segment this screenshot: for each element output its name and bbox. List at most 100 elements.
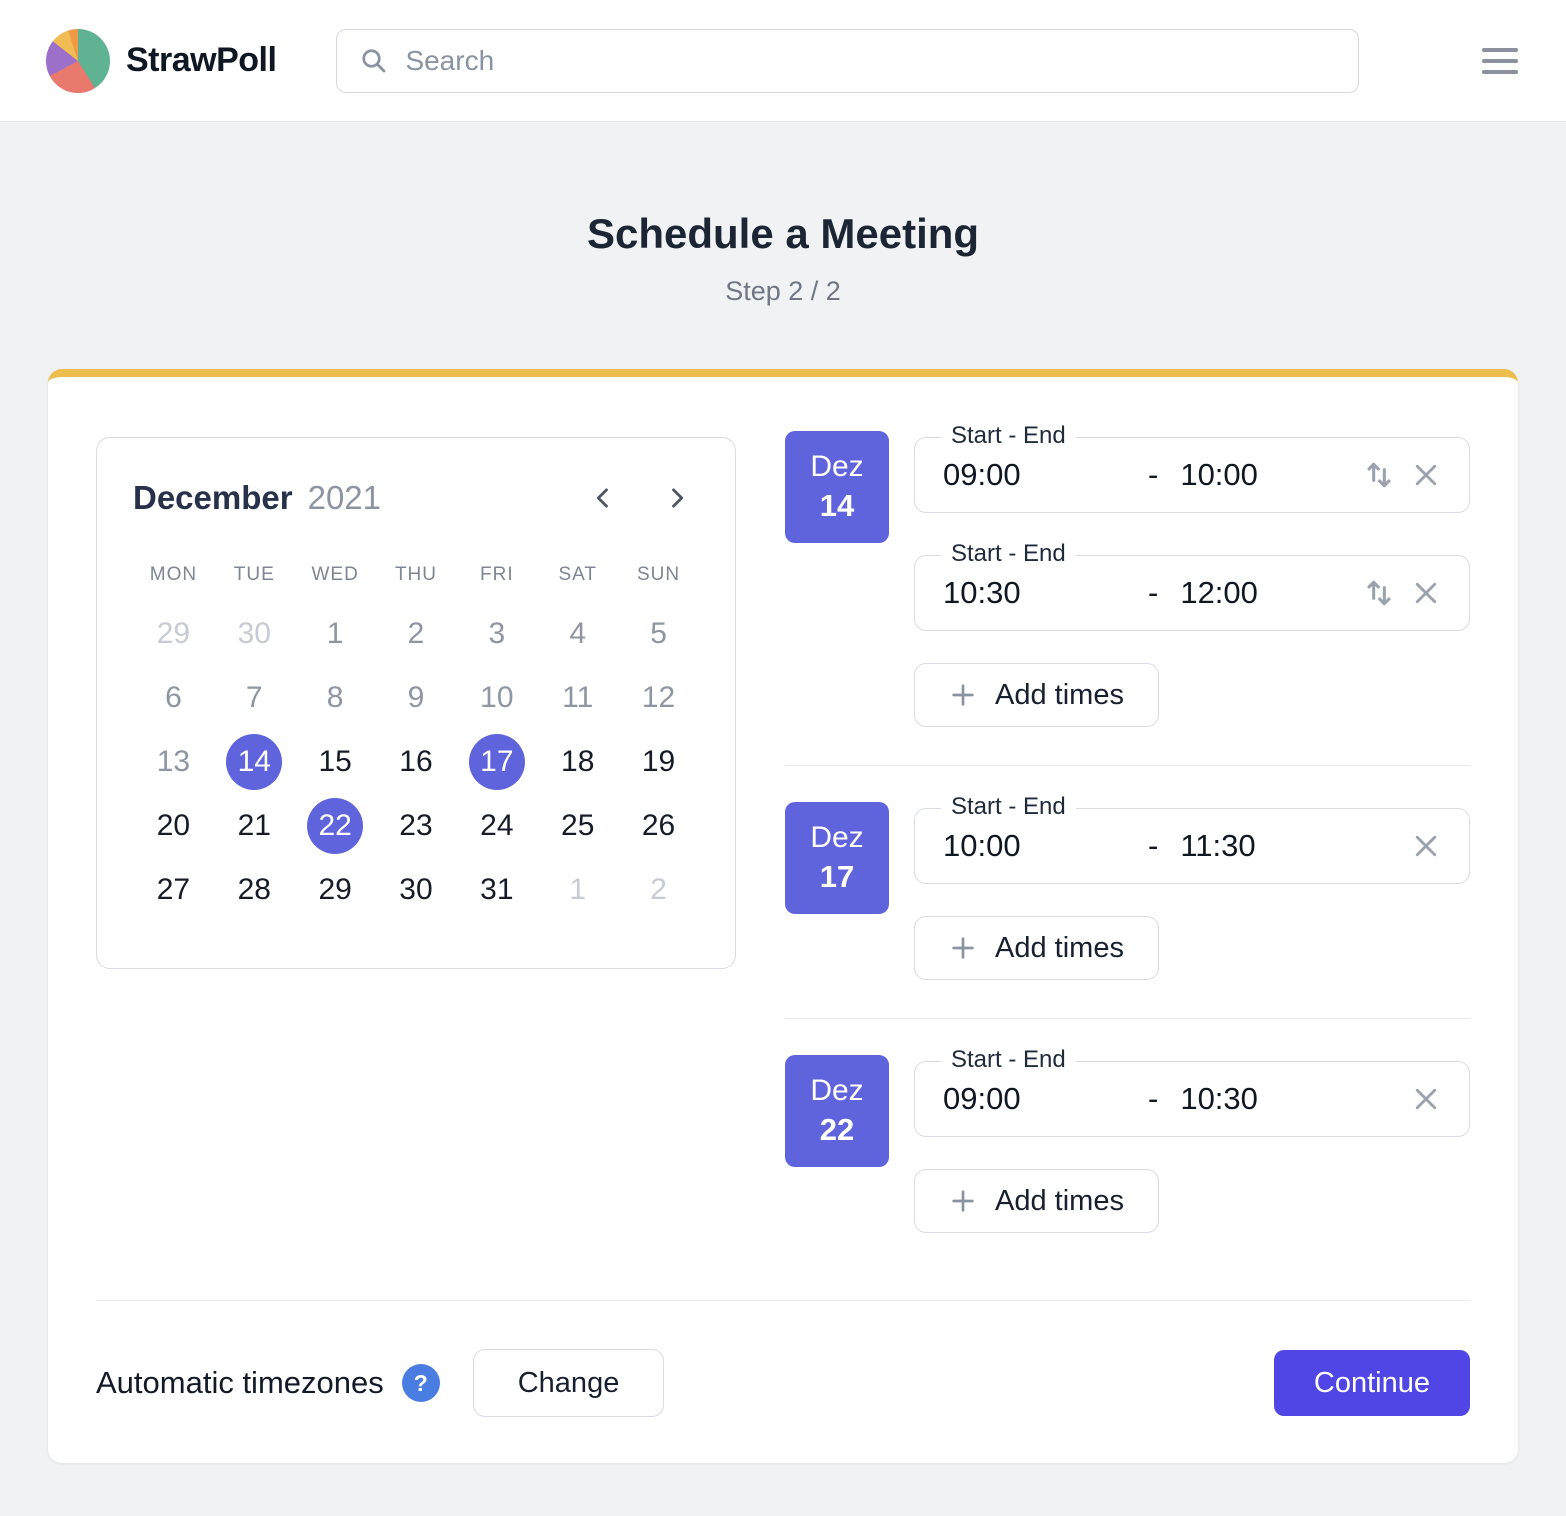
add-times-button[interactable]: Add times (914, 916, 1159, 980)
add-times-label: Add times (995, 678, 1124, 711)
add-times-label: Add times (995, 931, 1124, 964)
plus-icon (952, 937, 974, 959)
time-range-field: Start - End 09:00 - 10:30 (914, 1046, 1470, 1137)
calendar-day[interactable]: 30 (237, 617, 271, 650)
calendar-day[interactable]: 2 (407, 617, 425, 650)
start-time-input[interactable]: 10:30 (943, 575, 1021, 610)
calendar-day[interactable]: 19 (641, 745, 676, 778)
calendar-day[interactable]: 15 (318, 745, 352, 778)
search-icon (362, 48, 386, 72)
calendar-day[interactable]: 16 (399, 745, 433, 778)
calendar-day[interactable]: 1 (326, 617, 344, 650)
calendar-day[interactable]: 3 (488, 617, 506, 650)
remove-time-button[interactable] (1411, 1084, 1441, 1114)
calendar-day[interactable]: 8 (326, 681, 344, 714)
continue-button[interactable]: Continue (1273, 1350, 1470, 1416)
time-range-field: Start - End 10:00 - 11:30 (914, 793, 1470, 884)
calendar-day[interactable]: 11 (562, 681, 594, 714)
calendar-day[interactable]: 21 (237, 809, 271, 842)
calendar-panel: December 2021 MON TUE WED THU FRI SAT SUN (96, 437, 736, 969)
calendar-day[interactable]: 23 (399, 809, 433, 842)
swap-times-button[interactable] (1363, 459, 1395, 491)
plus-icon (952, 684, 974, 706)
schedule-card: December 2021 MON TUE WED THU FRI SAT SUN (48, 369, 1518, 1463)
calendar-day[interactable]: 9 (407, 681, 425, 714)
calendar-day[interactable]: 13 (156, 745, 191, 778)
calendar-day[interactable]: 29 (318, 873, 352, 906)
day-section: Dez 17 Start - End 10:00 - 11:30 (785, 765, 1470, 1018)
add-times-button[interactable]: Add times (914, 1169, 1159, 1233)
close-icon (1415, 1088, 1437, 1110)
remove-time-button[interactable] (1411, 831, 1441, 861)
calendar-grid: 29 30 1 2 3 4 5 6 7 8 9 10 11 12 13 14 15 16 17 18 19 20 21 22 2… (133, 602, 699, 922)
calendar-day[interactable]: 2 (650, 873, 667, 906)
remove-time-button[interactable] (1411, 578, 1441, 608)
calendar-day[interactable]: 28 (237, 873, 271, 906)
step-indicator: Step 2 / 2 (725, 276, 841, 306)
calendar-day[interactable]: 10 (480, 681, 514, 714)
calendar-day[interactable]: 27 (156, 873, 191, 906)
next-month-button[interactable] (655, 476, 699, 520)
help-icon[interactable]: ? (401, 1364, 440, 1402)
search-input[interactable] (405, 44, 1337, 77)
prev-month-button[interactable] (581, 476, 625, 520)
end-time-input[interactable]: 10:30 (1180, 1081, 1258, 1116)
weekday-label: SUN (637, 564, 681, 585)
close-icon (1415, 464, 1437, 486)
selected-day-circle: 14 (226, 734, 283, 790)
swap-times-button[interactable] (1363, 577, 1395, 609)
calendar-day[interactable]: 26 (641, 809, 676, 842)
calendar-day[interactable]: 7 (245, 681, 263, 714)
calendar-weekdays: MON TUE WED THU FRI SAT SUN (133, 564, 699, 586)
search-box[interactable] (336, 28, 1360, 93)
calendar-day[interactable]: 18 (561, 745, 595, 778)
calendar-year: 2021 (307, 479, 382, 516)
remove-time-button[interactable] (1411, 460, 1441, 490)
start-time-input[interactable]: 09:00 (943, 1081, 1021, 1116)
calendar-day[interactable]: 1 (569, 873, 587, 906)
calendar-day[interactable]: 4 (569, 617, 587, 650)
calendar-day[interactable]: 5 (650, 617, 667, 650)
calendar-day[interactable]: 24 (480, 809, 514, 842)
day-badge-day: 14 (819, 488, 855, 524)
weekday-label: FRI (480, 564, 514, 585)
end-time-input[interactable]: 12:00 (1180, 575, 1258, 610)
calendar-day[interactable]: 22 (295, 794, 376, 858)
calendar-day[interactable]: 20 (156, 809, 191, 842)
card-footer: Automatic timezones ? Change Continue (96, 1300, 1470, 1463)
time-range-separator: - (1148, 575, 1159, 610)
calendar-day[interactable]: 17 (456, 730, 537, 794)
day-badge-month: Dez (810, 821, 864, 855)
time-range-label: Start - End (941, 1046, 1076, 1074)
selected-day-circle: 17 (468, 734, 525, 790)
menu-icon[interactable] (1480, 40, 1520, 82)
chevron-right-icon (672, 488, 684, 508)
calendar-day[interactable]: 12 (641, 681, 676, 714)
weekday-label: WED (311, 564, 359, 585)
app-header: StrawPoll (0, 0, 1566, 122)
add-times-button[interactable]: Add times (914, 663, 1159, 727)
calendar-month: December (133, 479, 293, 516)
brand-logo[interactable]: StrawPoll (46, 28, 277, 93)
change-timezone-button[interactable]: Change (472, 1349, 665, 1417)
day-badge: Dez 22 (785, 1055, 889, 1167)
day-badge-day: 22 (819, 1112, 855, 1148)
start-time-input[interactable]: 09:00 (943, 457, 1021, 492)
day-badge-month: Dez (810, 450, 864, 484)
day-section: Dez 14 Start - End 09:00 - 10:00 (785, 422, 1470, 765)
calendar-day[interactable]: 30 (399, 873, 433, 906)
day-badge: Dez 14 (785, 431, 889, 543)
calendar-day[interactable]: 29 (156, 617, 191, 650)
end-time-input[interactable]: 10:00 (1180, 457, 1258, 492)
day-badge-month: Dez (810, 1074, 864, 1108)
chevron-left-icon (596, 488, 608, 508)
start-time-input[interactable]: 10:00 (943, 828, 1021, 863)
calendar-day[interactable]: 31 (480, 873, 514, 906)
pie-chart-logo-icon (46, 28, 110, 93)
time-range-label: Start - End (941, 422, 1076, 450)
brand-name: StrawPoll (126, 41, 277, 79)
calendar-day[interactable]: 6 (165, 681, 182, 714)
calendar-day[interactable]: 25 (561, 809, 595, 842)
end-time-input[interactable]: 11:30 (1180, 828, 1256, 863)
calendar-day[interactable]: 14 (214, 730, 295, 794)
